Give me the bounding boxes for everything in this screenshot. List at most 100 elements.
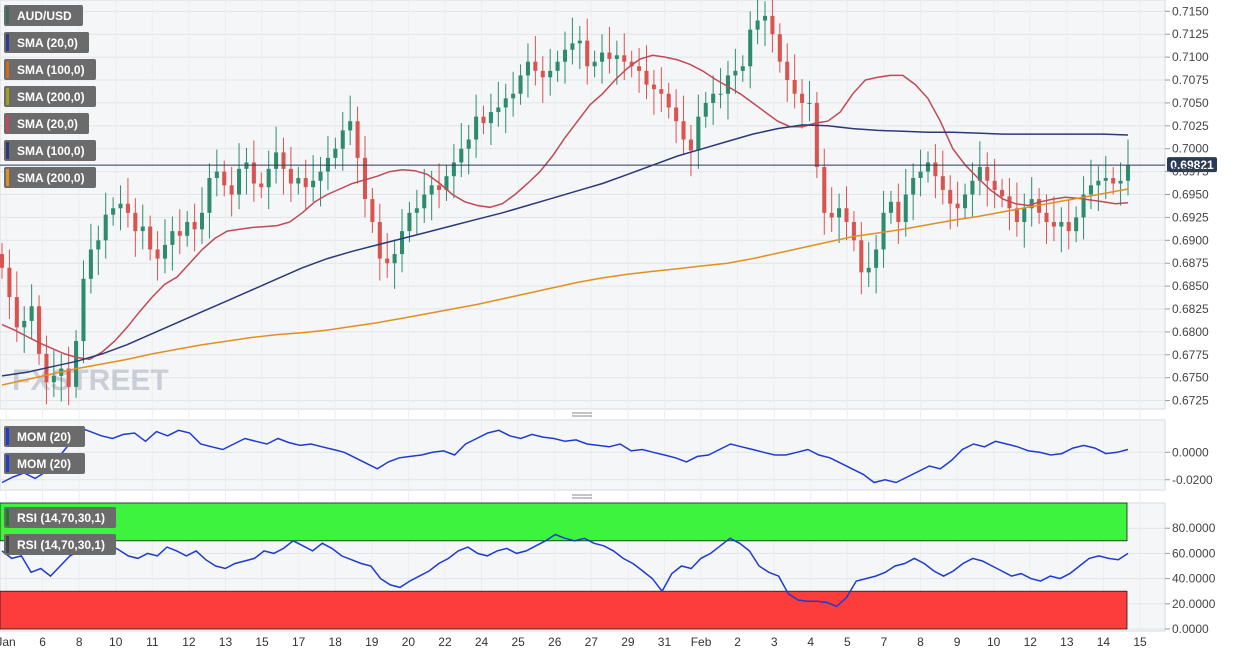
candlestick bbox=[851, 210, 856, 252]
candlestick bbox=[651, 69, 656, 115]
candlestick bbox=[814, 91, 819, 179]
candlestick bbox=[540, 56, 545, 103]
legend-item[interactable]: RSI (14,70,30,1) bbox=[4, 534, 116, 555]
candlestick bbox=[429, 170, 434, 221]
candlestick bbox=[185, 210, 190, 247]
candlestick bbox=[103, 192, 108, 259]
main-panel bbox=[0, 0, 1166, 410]
candlestick bbox=[792, 54, 797, 109]
main-y-tick-label: 0.7050 bbox=[1172, 96, 1209, 110]
main-y-tick-label: 0.6875 bbox=[1172, 256, 1209, 270]
main-y-tick-label: 0.6950 bbox=[1172, 188, 1209, 202]
mom-divider-handle[interactable] bbox=[572, 412, 592, 417]
legend-item[interactable]: SMA (200,0) bbox=[4, 167, 96, 188]
candlestick bbox=[155, 231, 160, 281]
candlestick bbox=[162, 219, 167, 274]
candlestick bbox=[696, 94, 701, 169]
svg-text:SMA (200,0): SMA (200,0) bbox=[17, 171, 85, 185]
candlestick bbox=[96, 225, 101, 276]
candlestick bbox=[437, 163, 442, 209]
main-y-tick-label: 0.7075 bbox=[1172, 73, 1209, 87]
candlestick bbox=[837, 193, 842, 244]
candlestick bbox=[199, 187, 205, 244]
candlestick bbox=[192, 203, 197, 252]
sma-20-line bbox=[1, 54, 1129, 361]
legend-item[interactable]: RSI (14,70,30,1) bbox=[4, 507, 116, 528]
candlestick bbox=[903, 168, 908, 237]
candlestick bbox=[214, 149, 219, 197]
candlestick bbox=[577, 25, 582, 70]
candlestick bbox=[644, 45, 649, 100]
legend-item[interactable]: SMA (200,0) bbox=[4, 86, 96, 107]
candlestick bbox=[829, 187, 834, 233]
candlestick bbox=[355, 106, 360, 184]
candlestick bbox=[140, 204, 145, 250]
candlestick bbox=[118, 185, 123, 231]
svg-text:SMA (200,0): SMA (200,0) bbox=[17, 90, 85, 104]
x-tick-label: 2 bbox=[734, 635, 741, 649]
candlestick bbox=[777, 23, 782, 73]
main-y-tick-label: 0.6900 bbox=[1172, 233, 1209, 247]
x-tick-label: 12 bbox=[1024, 635, 1038, 649]
candlestick bbox=[66, 346, 71, 406]
candlestick bbox=[266, 150, 271, 210]
candlestick bbox=[925, 151, 931, 183]
x-tick-label: 17 bbox=[292, 635, 306, 649]
candlestick bbox=[1088, 159, 1093, 210]
svg-text:SMA (100,0): SMA (100,0) bbox=[17, 63, 85, 77]
candlestick bbox=[637, 47, 642, 93]
x-tick-label: 12 bbox=[182, 635, 196, 649]
candlestick bbox=[377, 203, 382, 281]
candlestick bbox=[748, 11, 753, 89]
legend-item[interactable]: MOM (20) bbox=[4, 453, 85, 474]
main-y-tick-label: 0.7000 bbox=[1172, 142, 1209, 156]
candlestick bbox=[444, 165, 449, 201]
candlestick bbox=[600, 34, 605, 84]
candlestick bbox=[770, 0, 775, 53]
candlestick bbox=[755, 0, 760, 45]
x-tick-label: 22 bbox=[438, 635, 452, 649]
candlestick bbox=[866, 242, 871, 288]
main-y-tick-label: 0.7125 bbox=[1172, 27, 1209, 41]
candlestick bbox=[259, 172, 264, 199]
legend-item[interactable]: SMA (20,0) bbox=[4, 113, 89, 134]
sma-200-line bbox=[1, 188, 1129, 386]
rsi-oversold-zone bbox=[0, 590, 1128, 630]
current-price-label: 0.69821 bbox=[1170, 158, 1214, 172]
legend-item[interactable]: SMA (100,0) bbox=[4, 140, 96, 161]
candlestick bbox=[503, 83, 508, 134]
candlestick bbox=[740, 55, 745, 82]
x-tick-label: 7 bbox=[881, 635, 888, 649]
candlestick bbox=[785, 43, 790, 103]
candlestick bbox=[985, 152, 990, 207]
candlestick bbox=[674, 89, 679, 144]
candlestick bbox=[725, 60, 730, 120]
x-tick-label: 31 bbox=[658, 635, 672, 649]
candlestick bbox=[918, 149, 923, 197]
legend-item[interactable]: AUD/USD bbox=[4, 5, 83, 26]
x-tick-label: 10 bbox=[109, 635, 123, 649]
candlestick bbox=[237, 143, 242, 210]
x-tick-label: 8 bbox=[76, 635, 83, 649]
main-y-tick-label: 0.6825 bbox=[1172, 302, 1209, 316]
legend-item[interactable]: SMA (20,0) bbox=[4, 32, 89, 53]
candlestick bbox=[244, 147, 249, 195]
candlestick bbox=[629, 50, 634, 78]
legend-item[interactable]: MOM (20) bbox=[4, 426, 85, 447]
candlestick bbox=[992, 158, 997, 209]
candlestick bbox=[1051, 196, 1056, 242]
svg-text:RSI (14,70,30,1): RSI (14,70,30,1) bbox=[17, 538, 105, 552]
candlestick bbox=[311, 155, 316, 202]
candlestick bbox=[888, 190, 893, 224]
candlestick bbox=[681, 95, 686, 155]
legend-item[interactable]: SMA (100,0) bbox=[4, 59, 96, 80]
candlestick bbox=[911, 163, 916, 221]
candlestick bbox=[333, 137, 338, 169]
candlestick bbox=[414, 189, 419, 235]
rsi-divider-handle[interactable] bbox=[572, 494, 592, 499]
candlestick bbox=[711, 75, 716, 125]
main-y-tick-label: 0.7150 bbox=[1172, 4, 1209, 18]
rsi-y-tick-label: 60.0000 bbox=[1172, 546, 1216, 560]
candlestick bbox=[37, 295, 42, 365]
watermark: FXSTREET bbox=[12, 364, 169, 397]
